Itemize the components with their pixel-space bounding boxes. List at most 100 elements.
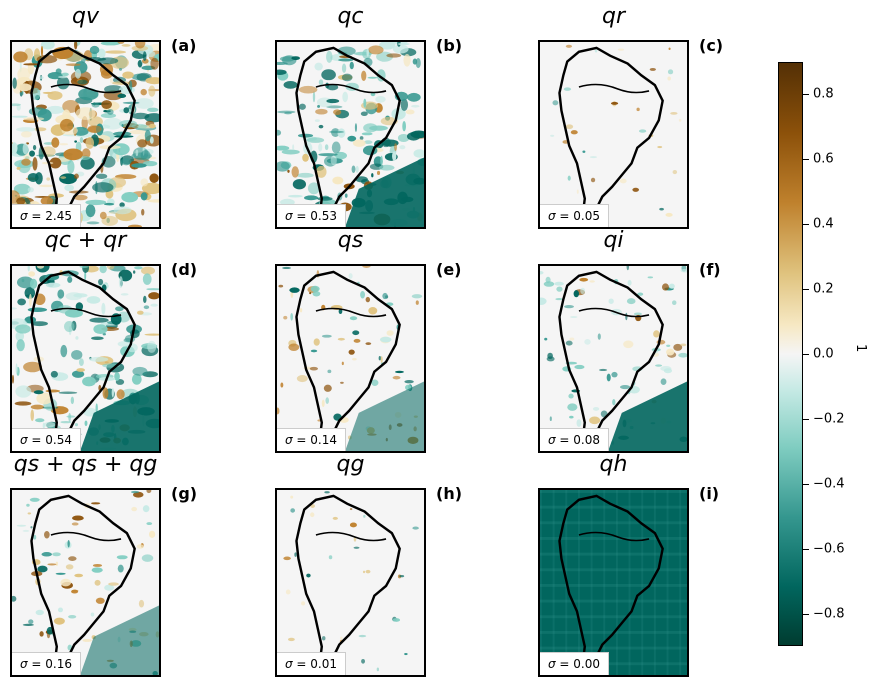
field-blob bbox=[363, 98, 367, 108]
field-blob bbox=[589, 156, 598, 159]
field-blob bbox=[100, 42, 121, 46]
field-blob bbox=[108, 582, 119, 586]
field-blob bbox=[16, 197, 26, 205]
field-blob bbox=[673, 343, 683, 351]
field-blob bbox=[15, 331, 25, 342]
field-blob bbox=[63, 148, 83, 161]
field-blob bbox=[61, 72, 69, 77]
field-blob bbox=[672, 170, 678, 175]
field-blob bbox=[328, 555, 333, 560]
field-blob bbox=[570, 316, 578, 318]
map-panel: σ = 0.54 bbox=[10, 264, 161, 453]
field-blob bbox=[326, 84, 339, 91]
field-blob bbox=[31, 321, 48, 327]
field-blob bbox=[122, 101, 140, 104]
field-blob bbox=[30, 409, 35, 422]
field-blob bbox=[680, 268, 687, 273]
field-blob bbox=[74, 42, 78, 50]
field-blob bbox=[316, 165, 327, 178]
field-blob bbox=[342, 91, 348, 103]
sigma-label: σ = 0.01 bbox=[277, 652, 347, 675]
field-blob bbox=[138, 599, 145, 608]
map-panel: σ = 2.45 bbox=[10, 40, 161, 229]
field-blob bbox=[40, 45, 44, 57]
field-blob bbox=[116, 555, 128, 560]
field-blob bbox=[111, 387, 115, 398]
field-blob bbox=[114, 372, 120, 381]
field-blob bbox=[50, 370, 58, 378]
field-blob bbox=[365, 342, 372, 345]
field-blob bbox=[129, 129, 147, 135]
map-panel: σ = 0.01 bbox=[275, 488, 426, 677]
field-blob bbox=[87, 125, 102, 133]
field-blob bbox=[321, 636, 326, 641]
field-blob bbox=[544, 337, 548, 341]
field-blob bbox=[99, 266, 107, 274]
sigma-symbol: σ bbox=[285, 657, 293, 671]
field-blob bbox=[380, 155, 383, 166]
panel-title: qs + qs + qg bbox=[13, 452, 158, 477]
field-blob bbox=[55, 572, 66, 575]
field-blob bbox=[104, 584, 115, 591]
field-blob bbox=[20, 131, 32, 138]
river bbox=[578, 83, 650, 94]
field-blob bbox=[287, 169, 290, 173]
field-blob bbox=[660, 378, 667, 386]
field-blob bbox=[35, 609, 44, 616]
field-blob bbox=[306, 573, 311, 578]
field-blob bbox=[32, 157, 38, 171]
sigma-equals: = bbox=[555, 433, 574, 447]
field-blob bbox=[397, 134, 410, 143]
field-blob bbox=[315, 108, 328, 115]
map-svg bbox=[12, 266, 159, 451]
field-blob bbox=[277, 407, 280, 415]
field-blob bbox=[33, 390, 44, 395]
field-blob bbox=[277, 129, 282, 136]
field-blob bbox=[39, 184, 54, 188]
field-blob bbox=[16, 276, 34, 289]
colorbar-tick bbox=[803, 289, 809, 291]
field-blob bbox=[556, 286, 563, 292]
field-blob bbox=[297, 133, 314, 138]
field-blob bbox=[47, 563, 57, 566]
panel-label: (d) bbox=[171, 260, 198, 279]
field-blob bbox=[120, 293, 129, 296]
grid-stripe bbox=[552, 490, 555, 675]
map-svg bbox=[12, 42, 159, 227]
field-blob bbox=[51, 137, 60, 148]
field-blob bbox=[540, 270, 544, 275]
field-blob bbox=[85, 199, 107, 206]
field-blob bbox=[74, 68, 82, 79]
field-blob bbox=[15, 324, 31, 334]
sigma-equals: = bbox=[27, 657, 46, 671]
field-blob bbox=[42, 91, 54, 94]
field-blob bbox=[58, 391, 78, 395]
field-blob bbox=[53, 617, 65, 625]
field-blob bbox=[119, 202, 125, 208]
river bbox=[50, 83, 122, 94]
field-blob bbox=[371, 379, 379, 387]
field-blob bbox=[657, 145, 663, 149]
field-blob bbox=[564, 305, 574, 309]
field-blob bbox=[665, 212, 673, 217]
field-blob bbox=[623, 340, 634, 349]
map-svg bbox=[281, 491, 419, 675]
field-blob bbox=[75, 336, 79, 340]
field-blob bbox=[140, 192, 148, 201]
grid-stripe bbox=[540, 490, 542, 675]
field-blob bbox=[56, 76, 70, 90]
field-blob bbox=[612, 399, 616, 406]
field-blob bbox=[668, 283, 675, 289]
field-blob bbox=[113, 206, 132, 215]
field-blob bbox=[655, 364, 663, 367]
coastline bbox=[295, 494, 401, 675]
field-blob bbox=[313, 338, 320, 346]
field-blob bbox=[415, 57, 421, 69]
field-blob bbox=[567, 175, 571, 181]
field-blob bbox=[321, 399, 325, 408]
field-blob bbox=[103, 202, 115, 206]
colorbar-tick-label: 0.6 bbox=[813, 151, 834, 167]
field-blob bbox=[283, 80, 298, 89]
field-blob bbox=[341, 73, 353, 82]
field-blob bbox=[12, 142, 18, 154]
